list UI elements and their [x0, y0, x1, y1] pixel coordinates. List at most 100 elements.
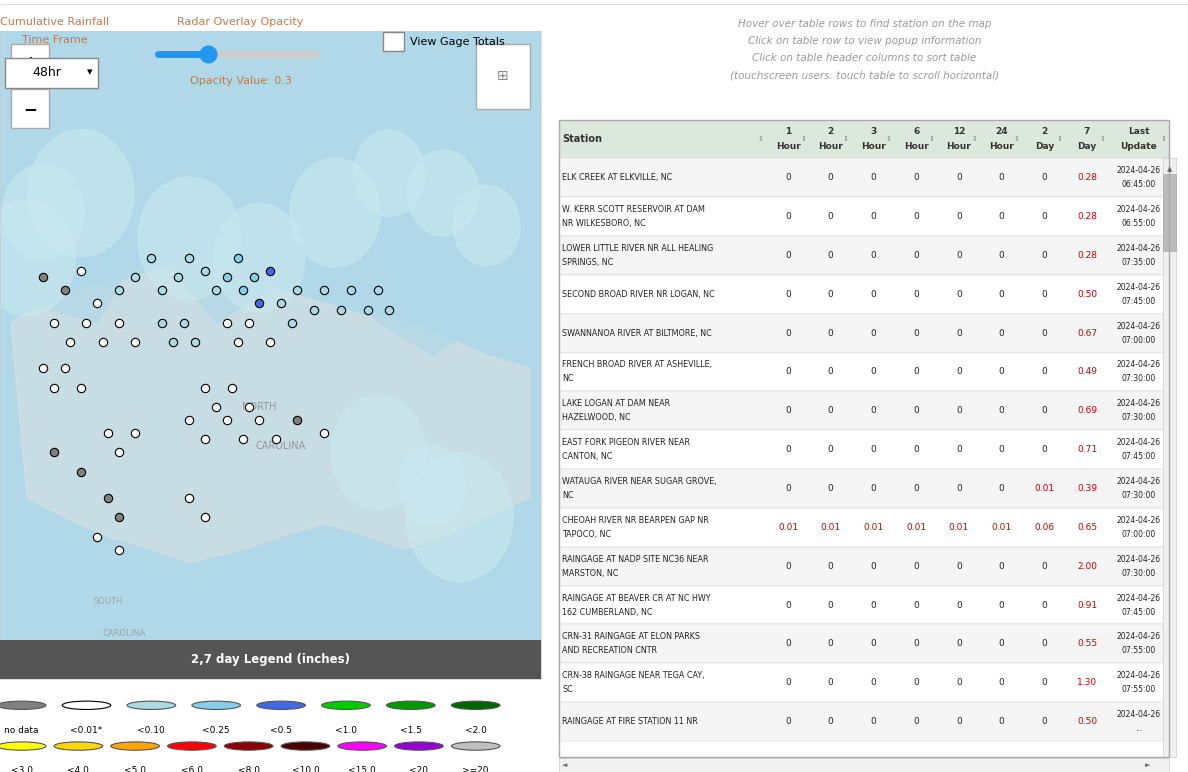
Text: Hour: Hour	[947, 142, 972, 151]
Text: 0: 0	[999, 445, 1004, 454]
Text: Time Frame: Time Frame	[21, 36, 88, 46]
Text: 0: 0	[785, 367, 791, 377]
Circle shape	[257, 701, 305, 709]
Text: 0: 0	[914, 601, 920, 610]
Text: Leaflet | Tiles © Esri — Esri, DeLorme, NAVTEQ: Leaflet | Tiles © Esri — Esri, DeLorme, …	[215, 669, 379, 676]
Bar	[383, 32, 404, 51]
Circle shape	[282, 742, 330, 750]
Text: ▲: ▲	[1167, 166, 1173, 172]
Text: <6.0: <6.0	[181, 767, 203, 772]
FancyBboxPatch shape	[560, 758, 1169, 772]
Bar	[0, 641, 541, 679]
Text: Day: Day	[1078, 142, 1097, 151]
Text: 2024-04-26: 2024-04-26	[1117, 710, 1161, 719]
Text: 07:00:00: 07:00:00	[1121, 530, 1156, 539]
Text: 0: 0	[999, 484, 1004, 493]
Text: 0: 0	[956, 173, 962, 182]
FancyBboxPatch shape	[560, 275, 1169, 313]
Text: ⇕: ⇕	[1099, 136, 1105, 142]
Text: 0.01: 0.01	[864, 523, 884, 532]
Text: CRN-31 RAINGAGE AT ELON PARKS: CRN-31 RAINGAGE AT ELON PARKS	[562, 632, 701, 642]
Text: 06:45:00: 06:45:00	[1121, 180, 1156, 189]
Text: 2,7 day Legend (inches): 2,7 day Legend (inches)	[191, 653, 349, 666]
Text: NC: NC	[562, 374, 574, 384]
Circle shape	[290, 158, 380, 267]
Circle shape	[214, 203, 305, 313]
Circle shape	[110, 742, 159, 750]
Text: 2024-04-26: 2024-04-26	[1117, 166, 1161, 175]
Text: no data: no data	[5, 726, 39, 735]
Text: <3.0: <3.0	[11, 767, 32, 772]
Text: 0: 0	[914, 251, 920, 260]
Text: 2024-04-26: 2024-04-26	[1117, 477, 1161, 486]
Text: 0: 0	[999, 639, 1004, 648]
Text: ►: ►	[1145, 762, 1150, 768]
Text: 0: 0	[999, 601, 1004, 610]
Text: ...: ...	[1136, 724, 1143, 733]
Circle shape	[0, 742, 46, 750]
Circle shape	[451, 701, 500, 709]
Text: 0: 0	[914, 290, 920, 299]
Text: 0: 0	[999, 367, 1004, 377]
Text: <10.0: <10.0	[291, 767, 320, 772]
Text: Last: Last	[1129, 127, 1150, 136]
Text: <0.25: <0.25	[202, 726, 230, 735]
Text: 0: 0	[1042, 445, 1047, 454]
Text: 07:55:00: 07:55:00	[1121, 646, 1156, 655]
Text: 0.50: 0.50	[1076, 290, 1097, 299]
Text: 0: 0	[785, 212, 791, 221]
Text: 0: 0	[871, 251, 877, 260]
Text: 0: 0	[828, 290, 834, 299]
Text: 0: 0	[871, 329, 877, 337]
Text: ⇕: ⇕	[1056, 136, 1062, 142]
Text: RAINGAGE AT FIRE STATION 11 NR: RAINGAGE AT FIRE STATION 11 NR	[562, 717, 699, 726]
Circle shape	[192, 701, 240, 709]
FancyBboxPatch shape	[11, 44, 49, 83]
Text: 0: 0	[1042, 601, 1047, 610]
Text: ⇕: ⇕	[971, 136, 977, 142]
Text: 0: 0	[785, 406, 791, 415]
Text: 0: 0	[999, 173, 1004, 182]
Text: 1.30: 1.30	[1076, 679, 1097, 687]
Text: 0: 0	[956, 212, 962, 221]
Text: CANTON, NC: CANTON, NC	[562, 452, 613, 461]
Circle shape	[386, 701, 435, 709]
Text: Click on table header columns to sort table: Click on table header columns to sort ta…	[752, 53, 977, 63]
Text: 0: 0	[785, 445, 791, 454]
Circle shape	[451, 742, 500, 750]
Text: 0: 0	[785, 639, 791, 648]
Text: 0: 0	[1042, 329, 1047, 337]
Text: Click on table row to view popup information: Click on table row to view popup informa…	[747, 36, 981, 46]
Text: 0.28: 0.28	[1078, 212, 1097, 221]
Text: 0: 0	[871, 562, 877, 571]
Text: ⊞: ⊞	[497, 69, 508, 83]
Text: Hour: Hour	[819, 142, 843, 151]
Text: 0: 0	[1042, 406, 1047, 415]
Text: ⇕: ⇕	[843, 136, 849, 142]
Text: 0: 0	[956, 601, 962, 610]
Text: 0: 0	[999, 329, 1004, 337]
Text: Station: Station	[562, 134, 602, 144]
Text: 0: 0	[956, 717, 962, 726]
Text: 0: 0	[1042, 251, 1047, 260]
Text: 0: 0	[1042, 212, 1047, 221]
Circle shape	[0, 701, 46, 709]
Text: 0: 0	[871, 367, 877, 377]
Text: NORTH: NORTH	[242, 402, 277, 412]
Text: View Gage Totals: View Gage Totals	[410, 37, 505, 46]
Text: SECOND BROAD RIVER NR LOGAN, NC: SECOND BROAD RIVER NR LOGAN, NC	[562, 290, 715, 299]
Text: FRENCH BROAD RIVER AT ASHEVILLE,: FRENCH BROAD RIVER AT ASHEVILLE,	[562, 361, 713, 370]
Circle shape	[168, 742, 216, 750]
Text: 2024-04-26: 2024-04-26	[1117, 594, 1161, 602]
Text: 0: 0	[1042, 639, 1047, 648]
Text: 0: 0	[871, 639, 877, 648]
Polygon shape	[162, 239, 270, 323]
Text: 0: 0	[999, 251, 1004, 260]
Text: 0: 0	[914, 173, 920, 182]
Text: 07:30:00: 07:30:00	[1121, 413, 1156, 422]
Text: RAINGAGE AT BEAVER CR AT NC HWY: RAINGAGE AT BEAVER CR AT NC HWY	[562, 594, 710, 602]
Circle shape	[394, 742, 443, 750]
FancyBboxPatch shape	[1163, 174, 1176, 251]
Text: SWANNANOA RIVER AT BILTMORE, NC: SWANNANOA RIVER AT BILTMORE, NC	[562, 329, 712, 337]
Text: 3: 3	[871, 127, 877, 136]
